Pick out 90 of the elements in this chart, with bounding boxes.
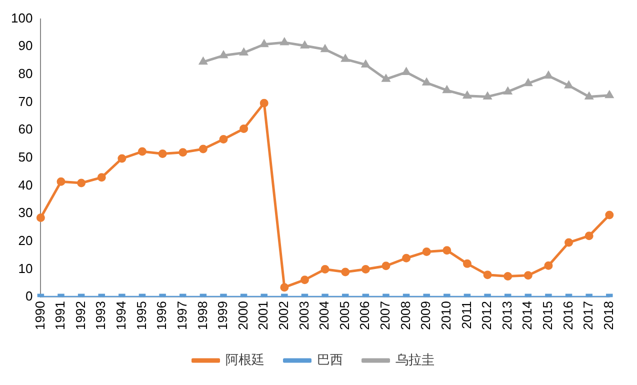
legend-label: 巴西 xyxy=(316,352,343,368)
x-tick-label: 2017 xyxy=(580,301,596,330)
point xyxy=(56,177,66,186)
x-tick-label: 1990 xyxy=(32,301,48,330)
x-tick-label: 2009 xyxy=(418,301,434,330)
y-tick-label: 40 xyxy=(18,177,33,192)
x-tick-label: 2012 xyxy=(479,301,494,330)
x-tick-label: 1993 xyxy=(93,301,108,330)
x-tick-label: 2013 xyxy=(499,301,514,330)
point xyxy=(280,283,289,292)
point xyxy=(260,98,268,108)
point xyxy=(77,178,86,188)
point xyxy=(483,270,492,280)
point xyxy=(36,214,45,222)
y-tick-label: 80 xyxy=(18,66,33,82)
x-tick-label: 1991 xyxy=(52,301,68,330)
x-tick-label: 2018 xyxy=(600,301,616,330)
point xyxy=(361,265,370,274)
point xyxy=(362,60,370,68)
x-tick-label: 2006 xyxy=(357,301,372,330)
point xyxy=(463,92,472,99)
x-tick-label: 1995 xyxy=(134,301,149,330)
point xyxy=(504,272,512,280)
point xyxy=(342,54,350,62)
x-tick-label: 2003 xyxy=(296,301,312,330)
x-tick-label: 1997 xyxy=(174,301,190,330)
point xyxy=(442,246,452,255)
point xyxy=(524,271,532,280)
point xyxy=(240,124,248,133)
y-tick-label: 0 xyxy=(25,288,33,304)
point xyxy=(504,87,512,94)
point xyxy=(198,144,208,154)
legend-label: 乌拉圭 xyxy=(395,352,434,368)
x-tick-label: 2002 xyxy=(276,301,291,330)
point xyxy=(320,265,330,274)
point xyxy=(564,81,573,88)
y-tick-label: 50 xyxy=(18,150,33,165)
point xyxy=(544,261,553,270)
point xyxy=(178,148,188,157)
point xyxy=(402,68,410,75)
point xyxy=(524,79,532,86)
y-tick-label: 20 xyxy=(18,233,33,248)
point xyxy=(97,173,106,182)
x-tick-label: 2001 xyxy=(256,301,271,330)
point xyxy=(220,51,228,58)
point xyxy=(118,154,126,163)
x-tick-label: 2008 xyxy=(398,301,413,330)
x-tick-label: 2014 xyxy=(520,301,535,330)
x-tick-label: 2005 xyxy=(336,301,352,330)
legend-label: 阿根廷 xyxy=(225,352,264,368)
point xyxy=(138,147,146,156)
y-tick-label: 30 xyxy=(18,205,33,220)
x-tick-label: 2004 xyxy=(316,301,332,330)
x-tick-label: 1996 xyxy=(154,301,170,330)
point xyxy=(606,91,614,98)
point xyxy=(382,262,390,270)
x-tick-label: 1994 xyxy=(114,301,129,330)
point xyxy=(158,150,167,158)
point xyxy=(484,92,492,100)
point xyxy=(382,74,390,82)
x-tick-label: 1999 xyxy=(215,301,230,330)
point xyxy=(341,268,350,276)
y-tick-label: 70 xyxy=(18,94,33,109)
x-tick-label: 2007 xyxy=(378,301,393,330)
y-tick-label: 60 xyxy=(18,122,33,137)
point xyxy=(544,72,552,79)
point xyxy=(199,58,208,65)
point xyxy=(300,276,309,284)
point xyxy=(219,135,228,144)
x-tick-label: 2016 xyxy=(560,301,576,330)
x-tick-label: 1998 xyxy=(194,301,210,330)
point xyxy=(260,40,268,48)
y-tick-label: 10 xyxy=(18,260,33,276)
point xyxy=(462,259,472,268)
x-tick-label: 2010 xyxy=(438,301,454,330)
point xyxy=(422,247,431,256)
point xyxy=(584,232,594,240)
point xyxy=(280,38,288,46)
x-tick-label: 2015 xyxy=(540,301,556,330)
point xyxy=(443,86,451,94)
point xyxy=(605,210,614,220)
x-tick-label: 2000 xyxy=(235,301,250,330)
x-tick-label: 2011 xyxy=(458,301,474,330)
y-tick-label: 90 xyxy=(18,38,33,54)
point xyxy=(402,254,411,262)
x-tick-label: 1992 xyxy=(72,301,88,330)
point xyxy=(321,45,329,52)
y-tick-label: 100 xyxy=(10,10,33,26)
point xyxy=(585,92,593,100)
point xyxy=(564,238,574,247)
